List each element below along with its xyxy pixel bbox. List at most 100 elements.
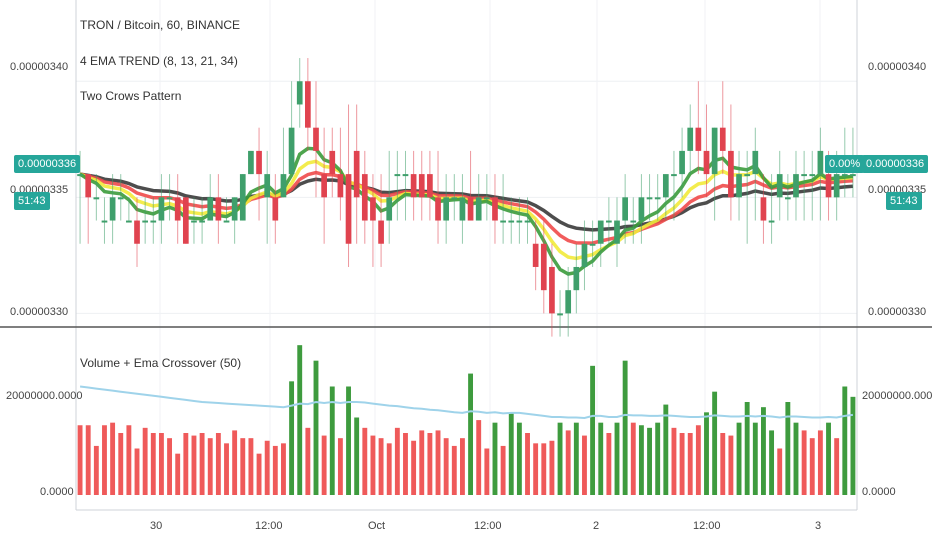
volume-bar[interactable] — [403, 433, 408, 495]
volume-bar[interactable] — [248, 438, 254, 495]
candle-body[interactable] — [475, 197, 482, 221]
volume-bar[interactable] — [419, 430, 425, 495]
volume-bar[interactable] — [834, 438, 840, 495]
candle-body[interactable] — [239, 174, 246, 221]
candle-body[interactable] — [687, 127, 694, 151]
volume-bar[interactable] — [525, 433, 530, 495]
candle-body[interactable] — [134, 220, 140, 244]
volume-bar[interactable] — [704, 412, 709, 495]
candle-body[interactable] — [280, 174, 287, 198]
volume-bar[interactable] — [370, 435, 376, 495]
volume-bar[interactable] — [712, 391, 718, 495]
volume-bar[interactable] — [695, 425, 701, 495]
candle-body[interactable] — [215, 197, 222, 221]
candle-body[interactable] — [540, 243, 547, 291]
candle-body[interactable] — [679, 150, 685, 175]
volume-bar[interactable] — [329, 386, 335, 496]
volume-bar[interactable] — [264, 440, 270, 495]
candle-body[interactable] — [370, 197, 376, 221]
candle-body[interactable] — [93, 197, 100, 200]
volume-bar[interactable] — [199, 433, 205, 495]
volume-bar[interactable] — [215, 433, 221, 495]
volume-bar[interactable] — [158, 433, 164, 495]
volume-bar[interactable] — [638, 425, 644, 495]
candle-body[interactable] — [126, 220, 132, 223]
volume-bar[interactable] — [793, 422, 799, 495]
volume-bar[interactable] — [842, 386, 848, 496]
candle-body[interactable] — [199, 220, 205, 223]
candle-body[interactable] — [231, 197, 238, 221]
volume-bar[interactable] — [427, 433, 433, 495]
volume-bar[interactable] — [671, 427, 677, 495]
candle-body[interactable] — [142, 220, 148, 223]
candle-body[interactable] — [158, 197, 165, 221]
candle-body[interactable] — [296, 81, 303, 105]
candle-body[interactable] — [353, 150, 360, 198]
volume-bar[interactable] — [281, 443, 286, 495]
candle-body[interactable] — [719, 127, 726, 151]
volume-bar[interactable] — [362, 427, 368, 495]
candle-body[interactable] — [638, 197, 645, 221]
volume-bar[interactable] — [346, 386, 351, 496]
volume-bar[interactable] — [516, 422, 522, 495]
candle-body[interactable] — [483, 197, 490, 200]
candle-body[interactable] — [288, 127, 295, 175]
candle-body[interactable] — [597, 220, 604, 244]
candle-body[interactable] — [581, 243, 588, 267]
candle-body[interactable] — [427, 174, 433, 198]
volume-bar[interactable] — [541, 443, 547, 495]
volume-bar[interactable] — [175, 453, 181, 495]
candle-body[interactable] — [646, 197, 653, 200]
candle-body[interactable] — [744, 174, 751, 177]
candle-body[interactable] — [622, 197, 628, 221]
volume-bar[interactable] — [809, 438, 815, 495]
candle-body[interactable] — [451, 197, 458, 200]
volume-bar[interactable] — [337, 438, 343, 495]
volume-bar[interactable] — [476, 420, 482, 495]
volume-bar[interactable] — [769, 430, 775, 495]
candle-body[interactable] — [695, 127, 702, 151]
volume-bar[interactable] — [801, 430, 807, 495]
candle-body[interactable] — [305, 81, 311, 128]
volume-bar[interactable] — [492, 422, 498, 495]
candle-body[interactable] — [654, 197, 661, 200]
volume-bar[interactable] — [655, 422, 661, 495]
volume-bar[interactable] — [573, 422, 579, 495]
candle-body[interactable] — [321, 174, 327, 198]
volume-bar[interactable] — [167, 438, 172, 495]
volume-bar[interactable] — [134, 448, 140, 496]
volume-bar[interactable] — [614, 422, 620, 495]
candle-body[interactable] — [557, 313, 563, 316]
candle-body[interactable] — [248, 150, 254, 175]
candle-body[interactable] — [500, 220, 506, 223]
volume-bar[interactable] — [687, 433, 693, 495]
volume-bar[interactable] — [411, 440, 417, 495]
volume-bar[interactable] — [77, 425, 83, 495]
candle-body[interactable] — [443, 197, 450, 221]
candle-body[interactable] — [760, 197, 767, 221]
candle-body[interactable] — [394, 174, 401, 177]
volume-bar[interactable] — [598, 422, 604, 495]
candle-body[interactable] — [793, 174, 799, 198]
volume-bar[interactable] — [728, 435, 734, 495]
candle-body[interactable] — [736, 174, 742, 198]
candle-body[interactable] — [272, 197, 279, 221]
candle-body[interactable] — [191, 220, 197, 223]
volume-bar[interactable] — [817, 430, 823, 495]
volume-bar[interactable] — [459, 438, 465, 495]
candle-body[interactable] — [467, 197, 474, 221]
volume-bar[interactable] — [744, 402, 750, 495]
volume-bar[interactable] — [232, 430, 238, 495]
volume-bar[interactable] — [305, 427, 311, 495]
volume-bar[interactable] — [630, 422, 636, 495]
volume-bar[interactable] — [557, 422, 563, 495]
volume-bar[interactable] — [590, 365, 596, 495]
volume-bar[interactable] — [663, 404, 669, 495]
candle-body[interactable] — [752, 150, 759, 175]
candle-body[interactable] — [841, 174, 848, 177]
candle-body[interactable] — [166, 197, 173, 200]
candle-body[interactable] — [492, 197, 498, 221]
candle-body[interactable] — [435, 197, 441, 221]
candle-body[interactable] — [174, 197, 181, 221]
volume-bar[interactable] — [752, 422, 758, 495]
